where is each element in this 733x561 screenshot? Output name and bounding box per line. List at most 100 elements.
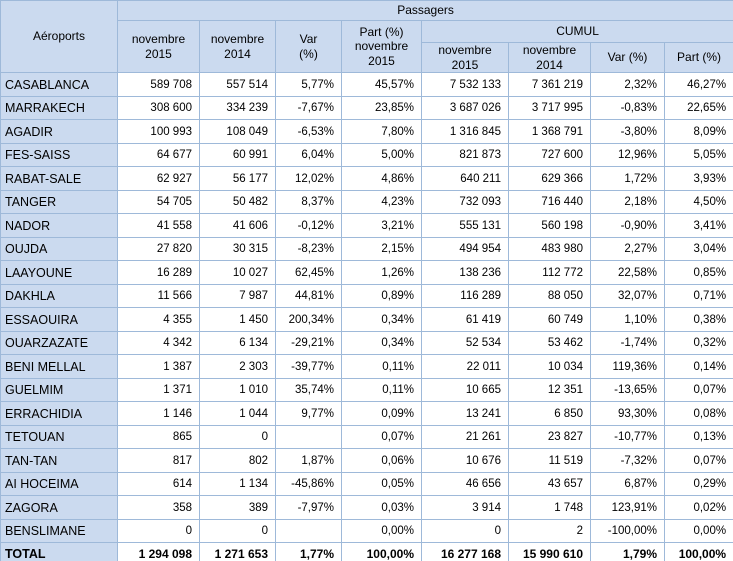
- value-cell: 7,80%: [341, 119, 422, 144]
- value-cell: 108 049: [199, 119, 276, 144]
- value-cell: 12,02%: [275, 166, 342, 191]
- airport-name-cell: AI HOCEIMA: [0, 471, 118, 497]
- value-cell: 5,05%: [663, 142, 733, 168]
- value-cell: 6 850: [508, 401, 591, 426]
- value-cell: 119,36%: [590, 354, 665, 379]
- value-cell: 1 371: [117, 377, 200, 403]
- value-cell: 32,07%: [590, 283, 665, 309]
- value-cell: 6,87%: [590, 471, 665, 497]
- value-cell: 93,30%: [590, 401, 665, 426]
- col-header-cumul-var: Var (%): [590, 41, 665, 74]
- table-row: DAKHLA 11 566 7 987 44,81% 0,89% 116 289 88 05…: [0, 283, 733, 309]
- value-cell: [275, 518, 342, 544]
- value-cell: 0,03%: [341, 495, 422, 520]
- value-cell: 62,45%: [275, 260, 342, 285]
- col-header-cumul-nov2015: novembre 2015: [421, 41, 509, 74]
- value-cell: 0,07%: [663, 377, 733, 403]
- value-cell: 4 355: [117, 307, 200, 332]
- value-cell: 389: [199, 495, 276, 520]
- value-cell: 1,87%: [275, 448, 342, 473]
- airport-name-cell: RABAT-SALE: [0, 166, 118, 191]
- value-cell: 1 294 098: [117, 542, 200, 561]
- value-cell: 8,09%: [663, 119, 733, 144]
- airport-name-cell: DAKHLA: [0, 283, 118, 309]
- value-cell: 0,07%: [341, 424, 422, 450]
- value-cell: 727 600: [508, 142, 591, 168]
- airport-name-cell: MARRAKECH: [0, 95, 118, 121]
- table-row: CASABLANCA 589 708 557 514 5,77% 45,57% 7 532…: [0, 72, 733, 97]
- value-cell: 557 514: [199, 72, 276, 97]
- value-cell: 100 993: [117, 119, 200, 144]
- value-cell: 46,27%: [663, 72, 733, 97]
- value-cell: 138 236: [421, 260, 509, 285]
- airport-name-cell: OUARZAZATE: [0, 330, 118, 356]
- value-cell: 0,00%: [341, 518, 422, 544]
- airport-name-cell: TAN-TAN: [0, 448, 118, 473]
- value-cell: 12 351: [508, 377, 591, 403]
- value-cell: 11 566: [117, 283, 200, 309]
- total-row: TOTAL 1 294 098 1 271 653 1,77% 100,00% 16 27…: [0, 542, 733, 561]
- value-cell: 13 241: [421, 401, 509, 426]
- value-cell: 0,71%: [663, 283, 733, 309]
- value-cell: 0,14%: [663, 354, 733, 379]
- table-row: ZAGORA 358 389 -7,97% 0,03% 3 914 1 748 123,91%…: [0, 495, 733, 520]
- col-header-part-nov2015: Part (%) novembre 2015: [341, 19, 422, 74]
- value-cell: -39,77%: [275, 354, 342, 379]
- value-cell: 60 991: [199, 142, 276, 168]
- value-cell: 3 717 995: [508, 95, 591, 121]
- value-cell: 2,32%: [590, 72, 665, 97]
- value-cell: 1 146: [117, 401, 200, 426]
- value-cell: -0,90%: [590, 213, 665, 238]
- value-cell: 35,74%: [275, 377, 342, 403]
- value-cell: 88 050: [508, 283, 591, 309]
- value-cell: 123,91%: [590, 495, 665, 520]
- value-cell: 308 600: [117, 95, 200, 121]
- table-row: FES-SAISS 64 677 60 991 6,04% 5,00% 821 873 72…: [0, 142, 733, 168]
- value-cell: -7,97%: [275, 495, 342, 520]
- value-cell: 43 657: [508, 471, 591, 497]
- value-cell: -8,23%: [275, 236, 342, 262]
- value-cell: [275, 424, 342, 450]
- value-cell: 555 131: [421, 213, 509, 238]
- value-cell: 54 705: [117, 189, 200, 215]
- value-cell: 15 990 610: [508, 542, 591, 561]
- airport-name-cell: ERRACHIDIA: [0, 401, 118, 426]
- passagers-group-header: Passagers: [116, 0, 733, 21]
- value-cell: 64 677: [117, 142, 200, 168]
- value-cell: 0,08%: [663, 401, 733, 426]
- value-cell: 30 315: [199, 236, 276, 262]
- airport-name-cell: ESSAOUIRA: [0, 307, 118, 332]
- value-cell: 2,27%: [590, 236, 665, 262]
- value-cell: 865: [117, 424, 200, 450]
- value-cell: 0,11%: [341, 377, 422, 403]
- value-cell: 589 708: [117, 72, 200, 97]
- aeroports-header: Aéroports: [0, 0, 118, 74]
- value-cell: 1 316 845: [421, 119, 509, 144]
- value-cell: 4,50%: [663, 189, 733, 215]
- value-cell: 11 519: [508, 448, 591, 473]
- value-cell: 3,41%: [663, 213, 733, 238]
- value-cell: 7 987: [199, 283, 276, 309]
- col-header-cumul-nov2014: novembre 2014: [508, 41, 591, 74]
- value-cell: 1 368 791: [508, 119, 591, 144]
- table-row: ERRACHIDIA 1 146 1 044 9,77% 0,09% 13 241 6 85…: [0, 401, 733, 426]
- value-cell: -7,67%: [275, 95, 342, 121]
- cumul-group-header: CUMUL: [420, 20, 733, 43]
- value-cell: 716 440: [508, 189, 591, 215]
- value-cell: 16 277 168: [421, 542, 509, 561]
- value-cell: 4 342: [117, 330, 200, 356]
- value-cell: -29,21%: [275, 330, 342, 356]
- airport-name-cell: LAAYOUNE: [0, 260, 118, 285]
- value-cell: 12,96%: [590, 142, 665, 168]
- value-cell: -1,74%: [590, 330, 665, 356]
- value-cell: 22 011: [421, 354, 509, 379]
- header-row-passagers: Aéroports Passagers: [0, 0, 733, 74]
- value-cell: 629 366: [508, 166, 591, 191]
- value-cell: 56 177: [199, 166, 276, 191]
- value-cell: 3,21%: [341, 213, 422, 238]
- value-cell: 1 010: [199, 377, 276, 403]
- value-cell: 3 687 026: [421, 95, 509, 121]
- col-header-var: Var (%): [275, 19, 342, 74]
